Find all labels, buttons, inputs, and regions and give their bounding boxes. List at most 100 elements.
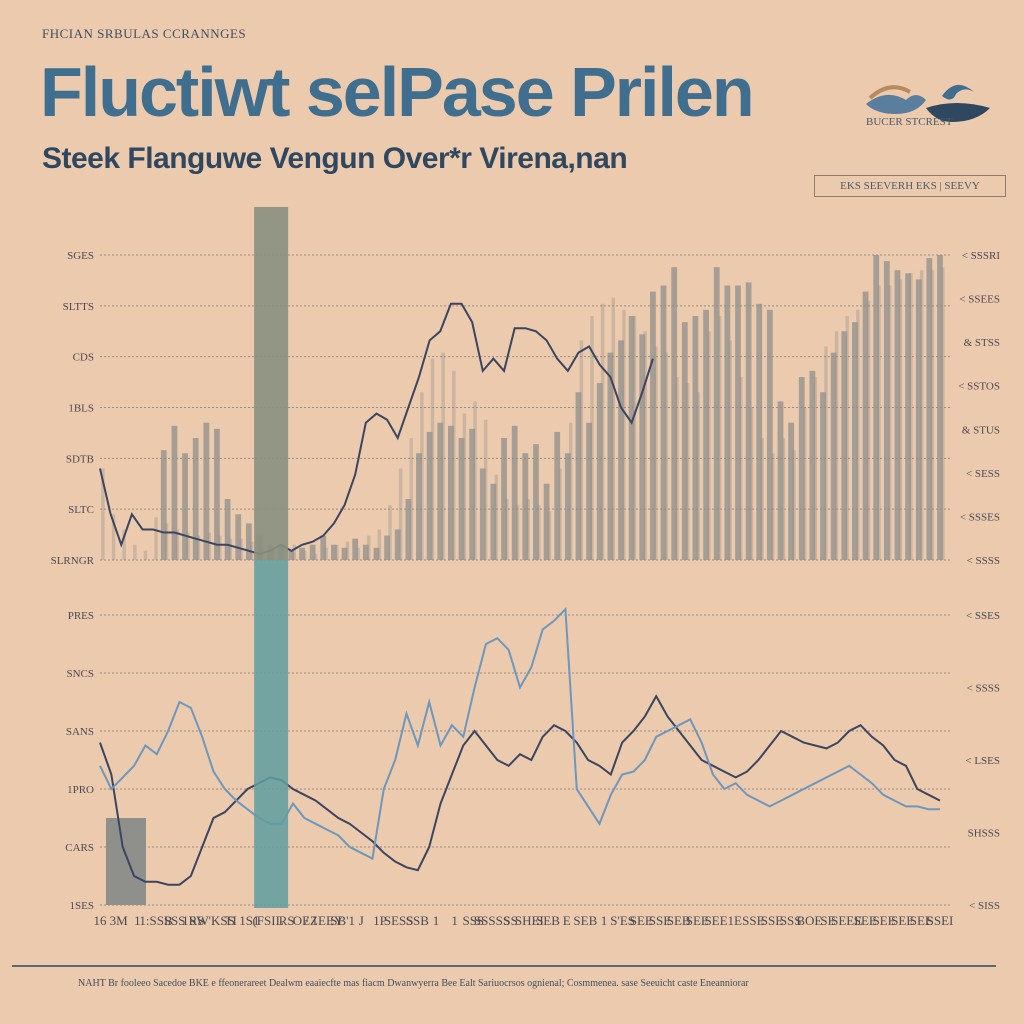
bar xyxy=(235,514,242,560)
bar xyxy=(122,529,126,560)
x-tick-label: SEEE xyxy=(831,913,862,928)
bar xyxy=(802,407,807,560)
bar xyxy=(558,468,562,560)
x-tick-label: S'ES xyxy=(610,913,635,928)
bar xyxy=(766,309,773,560)
chart-subtitle: Steek Flanguwe Vengun Over*r Virena,nan xyxy=(42,142,628,175)
x-tick-label: SS xyxy=(503,913,517,928)
legend: EKS SEEVERH EKS | SEEVY xyxy=(814,175,1006,197)
bar xyxy=(458,438,465,560)
bar xyxy=(756,303,763,560)
series-line xyxy=(99,302,654,555)
x-tick-label: SHEI xyxy=(515,913,544,928)
x-tick-label: RS xyxy=(279,913,295,928)
bar xyxy=(894,270,901,560)
bar xyxy=(547,511,552,560)
bar xyxy=(366,535,371,560)
x-tick-label: SEE xyxy=(872,913,895,928)
x-tick-label: SSSSS xyxy=(474,913,510,928)
bar xyxy=(926,258,933,560)
bar xyxy=(320,535,327,560)
x-tick-label: SSS xyxy=(462,913,484,928)
bar xyxy=(352,538,359,560)
y-tick-label: SLTTS xyxy=(63,301,94,313)
x-tick-label: SEE xyxy=(704,913,727,928)
y-tick-label: SGES xyxy=(67,250,94,262)
bar xyxy=(569,422,573,560)
bar xyxy=(405,499,412,560)
bar xyxy=(883,261,890,560)
x-tick-label: SSEI xyxy=(927,913,954,928)
x-tick-label: SW'KSS xyxy=(189,913,235,928)
bar xyxy=(845,316,849,560)
right-y-tick-label: < SESS xyxy=(966,468,1000,480)
bar xyxy=(703,309,709,560)
bar xyxy=(717,316,722,560)
right-y-tick-label: & STSS xyxy=(964,337,1000,349)
x-tick-label: 1RS xyxy=(182,913,204,928)
bar xyxy=(543,483,550,560)
bar xyxy=(643,331,647,560)
highlight-band-top xyxy=(254,207,289,560)
bar xyxy=(224,499,231,560)
bar xyxy=(398,468,403,560)
bar xyxy=(681,322,688,560)
right-y-tick-label: < SSSS xyxy=(967,555,1000,567)
right-y-tick-label: < SISS xyxy=(969,900,1000,912)
bar xyxy=(218,535,222,560)
bar xyxy=(111,514,116,560)
bar xyxy=(654,346,658,560)
bar xyxy=(420,392,424,560)
bar xyxy=(394,529,401,560)
logo-caption: BUCER STCREST xyxy=(866,116,953,128)
bar xyxy=(575,392,582,560)
x-tick-label: SSB xyxy=(406,913,429,928)
bar xyxy=(781,438,786,560)
bar xyxy=(186,532,190,560)
bar xyxy=(564,453,571,560)
y-tick-label: SLRNGR xyxy=(51,555,95,567)
bar xyxy=(618,340,624,560)
x-tick-label: SEE xyxy=(854,913,877,928)
bar xyxy=(798,377,805,560)
bar xyxy=(898,279,903,560)
footer-divider xyxy=(12,965,996,967)
bar xyxy=(501,438,507,560)
bar xyxy=(331,544,337,560)
bar xyxy=(622,309,626,560)
bar xyxy=(671,267,678,560)
right-y-tick-label: & STUS xyxy=(962,424,1000,436)
x-tick-label: SE xyxy=(820,913,835,928)
chart-area: SLRNGR SLTC SDTB 1BLS CDS SLTTS SGES < SSSRI < S… xyxy=(51,207,1000,928)
bar xyxy=(856,309,860,560)
bar xyxy=(788,422,795,560)
bar xyxy=(533,444,539,560)
bar xyxy=(596,383,603,560)
bar xyxy=(164,523,169,560)
x-tick-label: SEE xyxy=(910,913,933,928)
chart-title: Fluctiwt selPase Prilen xyxy=(40,53,755,131)
bar xyxy=(345,541,350,560)
x-tick-label: BOE xyxy=(796,913,822,928)
bar xyxy=(749,407,754,560)
bar xyxy=(479,468,486,560)
bar xyxy=(341,547,348,560)
x-tick-label: SESS xyxy=(384,913,414,928)
x-tick-label: 1E xyxy=(727,913,742,928)
bar xyxy=(909,273,913,560)
y-tick-label: 1BLS xyxy=(68,403,94,415)
y-tick-label: SLTC xyxy=(68,504,94,516)
footer-source-note: NAHT Br fooleeo Sacedoe BKE e ffeonerare… xyxy=(78,978,749,989)
right-y-tick-label: < SSSES xyxy=(960,511,1000,523)
bar xyxy=(862,291,869,560)
bar xyxy=(919,270,924,560)
bar xyxy=(154,517,158,560)
x-tick-label: 1 xyxy=(451,913,458,928)
bar xyxy=(133,544,137,560)
x-tick-label: 1:SSB xyxy=(139,913,173,928)
bar xyxy=(930,270,934,560)
bar xyxy=(887,285,892,560)
x-tick-label: SSE xyxy=(742,913,764,928)
bar xyxy=(760,438,764,560)
bar xyxy=(813,377,818,560)
